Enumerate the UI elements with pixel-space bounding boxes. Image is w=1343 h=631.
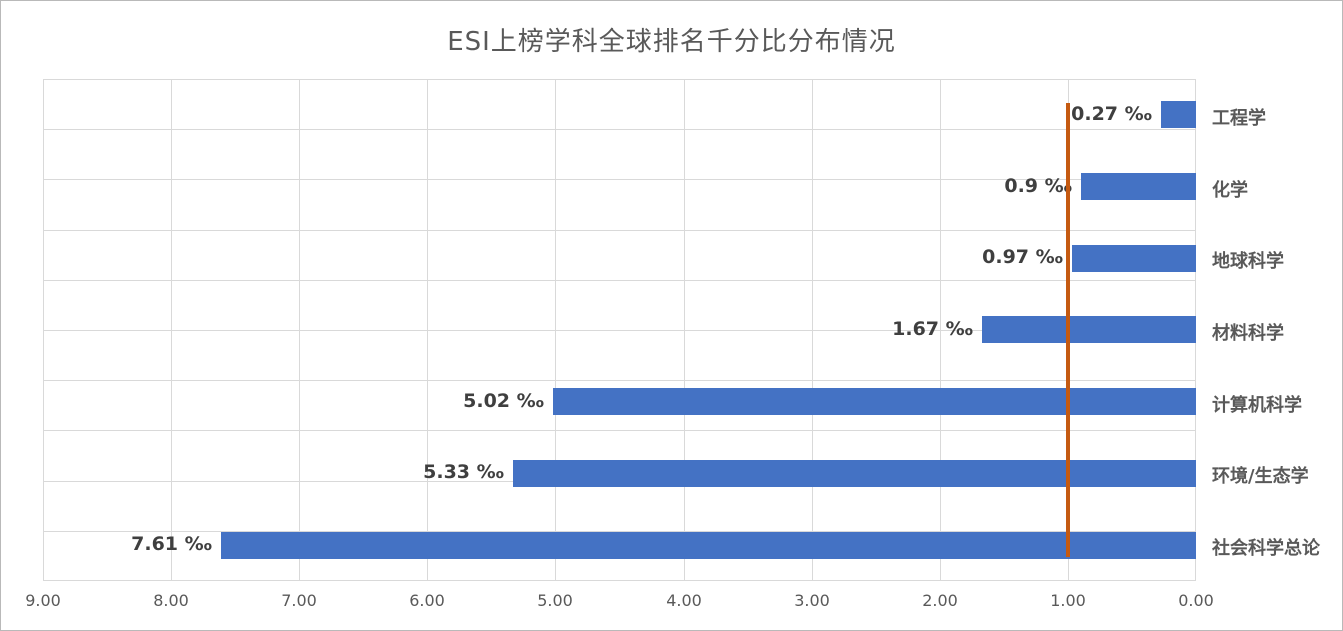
reference-line xyxy=(1066,103,1070,557)
category-label: 地球科学 xyxy=(1212,251,1284,272)
category-label: 计算机科学 xyxy=(1212,395,1302,416)
x-axis-tick-label: 0.00 xyxy=(1178,591,1214,610)
horizontal-gridline xyxy=(43,280,1196,281)
plot-area: 0.27 ‰ 0.9 ‰ 0.97 ‰ 1.67 ‰ 5.02 ‰ 5.33 ‰ 7.61 … xyxy=(43,79,1196,581)
category-label: 环境/生态学 xyxy=(1212,466,1309,487)
x-axis-tick-label: 1.00 xyxy=(1050,591,1086,610)
category-label: 工程学 xyxy=(1212,108,1266,129)
horizontal-gridline xyxy=(43,580,1196,581)
x-axis-tick-label: 3.00 xyxy=(794,591,830,610)
bar-环境/生态学 xyxy=(513,460,1196,487)
horizontal-gridline xyxy=(43,179,1196,180)
category-label: 社会科学总论 xyxy=(1212,538,1320,559)
horizontal-gridline xyxy=(43,531,1196,532)
x-axis-tick-label: 2.00 xyxy=(922,591,958,610)
bar-value-label: 5.33 ‰ xyxy=(423,461,504,483)
bar-value-label: 0.97 ‰ xyxy=(982,246,1063,268)
bar-社会科学总论 xyxy=(221,532,1196,559)
x-axis-tick-label: 7.00 xyxy=(281,591,317,610)
horizontal-gridline xyxy=(43,79,1196,80)
bar-化学 xyxy=(1081,173,1196,200)
bar-value-label: 5.02 ‰ xyxy=(463,390,544,412)
category-label: 材料科学 xyxy=(1212,323,1284,344)
bar-value-label: 7.61 ‰ xyxy=(131,533,212,555)
horizontal-gridline xyxy=(43,380,1196,381)
bar-工程学 xyxy=(1161,101,1196,128)
horizontal-gridline xyxy=(43,230,1196,231)
category-label: 化学 xyxy=(1212,180,1248,201)
horizontal-gridline xyxy=(43,129,1196,130)
x-axis-tick-label: 4.00 xyxy=(666,591,702,610)
bar-材料科学 xyxy=(982,316,1196,343)
x-axis-tick-label: 5.00 xyxy=(537,591,573,610)
bar-value-label: 0.9 ‰ xyxy=(1004,175,1072,197)
chart-title: ESI上榜学科全球排名千分比分布情况 xyxy=(447,27,896,57)
x-axis-tick-label: 9.00 xyxy=(25,591,61,610)
horizontal-gridline xyxy=(43,330,1196,331)
bar-计算机科学 xyxy=(553,388,1196,415)
bar-value-label: 0.27 ‰ xyxy=(1071,103,1152,125)
horizontal-gridline xyxy=(43,430,1196,431)
bar-value-label: 1.67 ‰ xyxy=(892,318,973,340)
bar-地球科学 xyxy=(1072,245,1196,272)
x-axis-tick-label: 6.00 xyxy=(409,591,445,610)
x-axis-tick-label: 8.00 xyxy=(153,591,189,610)
